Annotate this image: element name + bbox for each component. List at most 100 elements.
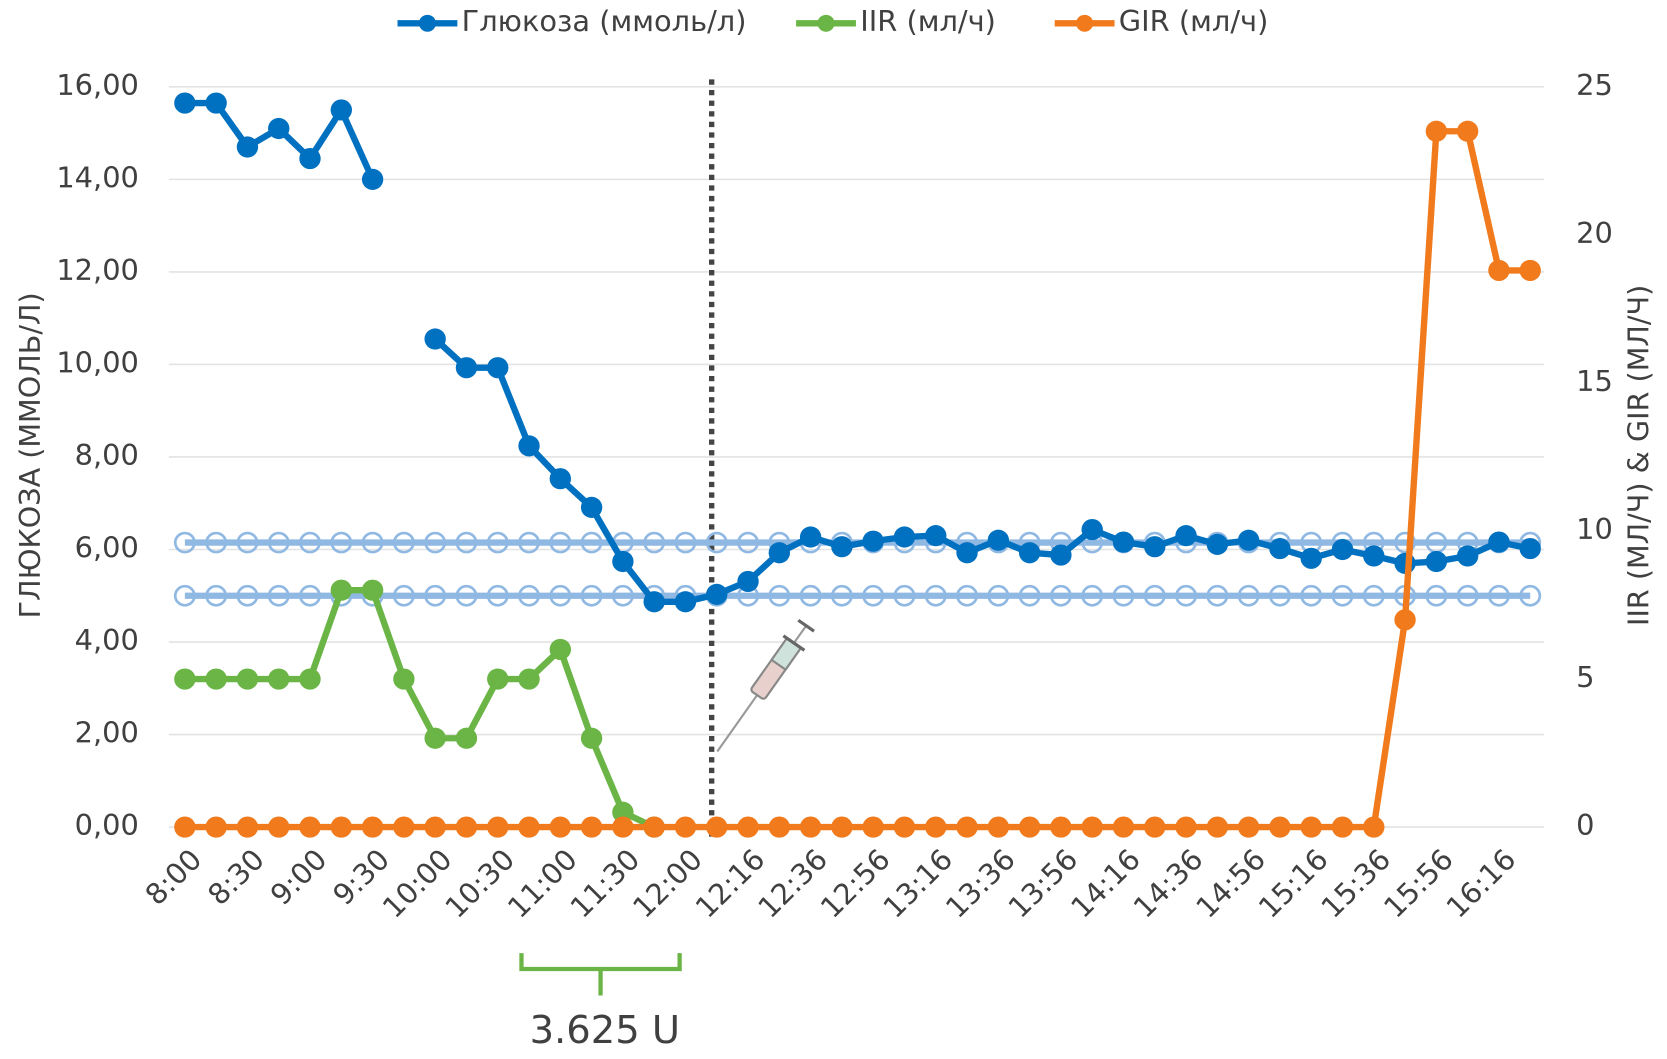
series-marker [1050, 544, 1071, 565]
series-marker [205, 92, 226, 113]
series-marker [894, 816, 915, 837]
x-tick-label: 9:00 [264, 842, 334, 911]
series-marker [612, 551, 633, 572]
annotation-bracket [521, 953, 679, 995]
x-tick-label: 11:00 [501, 842, 584, 924]
y-tick-label: 16,00 [56, 68, 139, 102]
y-tick-label: 6,00 [75, 531, 139, 565]
series-marker [456, 816, 477, 837]
series-marker [1082, 519, 1103, 540]
y-tick-label: 0,00 [75, 808, 139, 842]
x-tick-label: 8:00 [138, 842, 208, 911]
series-marker [1207, 816, 1228, 837]
series-marker [925, 525, 946, 546]
series-marker [237, 816, 258, 837]
y-tick-label: 12,00 [56, 253, 139, 287]
series-marker [988, 816, 1009, 837]
series-marker [456, 728, 477, 749]
series-marker [831, 816, 852, 837]
legend-marker [817, 15, 834, 32]
series-marker [769, 542, 790, 563]
y-tick-label: 8,00 [75, 438, 139, 472]
series-marker [1457, 545, 1478, 566]
series-marker [581, 728, 602, 749]
series-marker [1175, 816, 1196, 837]
series-marker [1269, 538, 1290, 559]
series-marker [331, 99, 352, 120]
series-marker [581, 497, 602, 518]
y-tick-label: 10,00 [56, 346, 139, 380]
series-marker [487, 816, 508, 837]
series-marker [174, 816, 195, 837]
x-tick-label: 15:16 [1252, 842, 1335, 924]
series-marker [1426, 551, 1447, 572]
series-marker [1113, 816, 1134, 837]
series-marker [925, 816, 946, 837]
series-marker [643, 591, 664, 612]
x-tick-label: 12:36 [751, 842, 834, 924]
series-marker [299, 816, 320, 837]
x-tick-label: 14:16 [1064, 842, 1147, 924]
series-marker [706, 816, 727, 837]
series-marker [1082, 816, 1103, 837]
y2-tick-label: 20 [1576, 216, 1613, 250]
y-tick-label: 4,00 [75, 623, 139, 657]
series-marker [1363, 816, 1384, 837]
series-marker [299, 668, 320, 689]
legend-label: Глюкоза (ммоль/л) [462, 4, 747, 38]
plot [174, 92, 1541, 837]
series-marker [1144, 536, 1165, 557]
series-marker [1144, 816, 1165, 837]
x-tick-label: 15:36 [1314, 842, 1397, 924]
series-marker [1394, 609, 1415, 630]
syringe-icon [707, 618, 817, 758]
x-tick-label: 12:16 [689, 842, 772, 924]
series-marker [1301, 816, 1322, 837]
series-marker [675, 591, 696, 612]
x-tick-label: 12:56 [814, 842, 897, 924]
y2-axis-title: IIR (МЛ/Ч) & GIR (МЛ/Ч) [1621, 285, 1655, 626]
series-marker [487, 357, 508, 378]
series-marker [1269, 816, 1290, 837]
series-marker [268, 118, 289, 139]
series-marker [1175, 525, 1196, 546]
series-marker [424, 728, 445, 749]
series-marker [800, 816, 821, 837]
legend-label: GIR (мл/ч) [1119, 4, 1269, 38]
x-tick-label: 13:36 [939, 842, 1022, 924]
x-tick-label: 13:16 [876, 842, 959, 924]
series-marker [1238, 530, 1259, 551]
series-marker [675, 816, 696, 837]
series-marker [550, 468, 571, 489]
series-marker [550, 816, 571, 837]
series-marker [487, 668, 508, 689]
series-marker [362, 169, 383, 190]
series-marker [237, 136, 258, 157]
series-marker [456, 357, 477, 378]
series-marker [737, 816, 758, 837]
x-tick-label: 11:30 [563, 842, 646, 924]
series-marker [393, 668, 414, 689]
series-marker [1457, 121, 1478, 142]
series-marker [581, 816, 602, 837]
x-tick-label: 14:36 [1127, 842, 1210, 924]
y-tick-label: 14,00 [56, 160, 139, 194]
series-marker [1520, 260, 1541, 281]
y2-tick-label: 0 [1576, 808, 1594, 842]
annotation: 3.625 U [530, 1008, 680, 1053]
series-marker [331, 816, 352, 837]
legend-label: IIR (мл/ч) [860, 4, 996, 38]
x-tick-label: 12:00 [626, 842, 709, 924]
series-marker [1426, 121, 1447, 142]
y2-tick-label: 10 [1576, 512, 1613, 546]
series-marker [1363, 545, 1384, 566]
series-marker [988, 530, 1009, 551]
series-marker [205, 816, 226, 837]
series-marker [956, 542, 977, 563]
x-tick-label: 16:16 [1439, 842, 1522, 924]
series-marker [174, 668, 195, 689]
x-tick-label: 10:30 [438, 842, 521, 924]
series-line [185, 131, 1530, 827]
y-tick-label: 2,00 [75, 716, 139, 750]
series-marker [299, 148, 320, 169]
